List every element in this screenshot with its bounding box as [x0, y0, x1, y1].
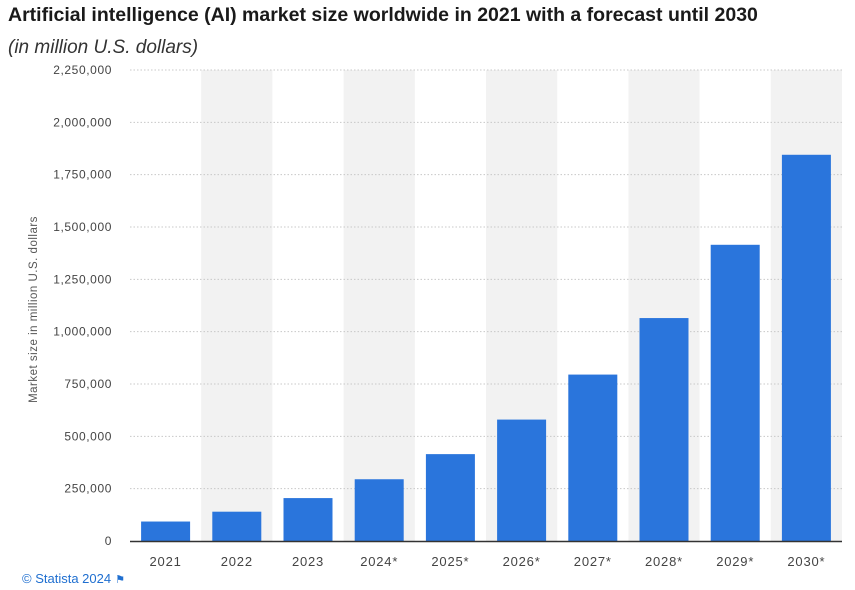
- x-axis-ticks: 2021 2022 2023 2024* 2025* 2026* 2027* 2028* 202…: [150, 554, 825, 569]
- bar-2029*[interactable]: [710, 244, 760, 541]
- x-tick-label: 2027*: [574, 554, 612, 569]
- y-tick-label: 1,750,000: [53, 168, 112, 182]
- y-tick-label: 1,500,000: [53, 220, 112, 234]
- source-text: © Statista 2024: [22, 571, 112, 586]
- y-axis-label: Market size in million U.S. dollars: [28, 216, 40, 403]
- y-tick-label: 750,000: [64, 377, 112, 391]
- x-tick-label: 2025*: [431, 554, 469, 569]
- bar-2028*[interactable]: [639, 318, 689, 541]
- chart-title: Artificial intelligence (AI) market size…: [8, 4, 758, 26]
- x-tick-label: 2022: [221, 554, 253, 569]
- bar-2030*[interactable]: [781, 154, 831, 541]
- bar-2023[interactable]: [283, 498, 333, 541]
- y-tick-label: 1,000,000: [53, 325, 112, 339]
- x-tick-label: 2029*: [716, 554, 754, 569]
- y-tick-label: 1,250,000: [53, 272, 112, 286]
- y-tick-label: 2,250,000: [53, 63, 112, 77]
- y-axis-ticks: 0 250,000 500,000 750,000 1,000,000 1,250,000…: [53, 63, 112, 548]
- bars: [141, 154, 831, 541]
- bar-2025*[interactable]: [425, 454, 475, 541]
- chart-subtitle: (in million U.S. dollars): [8, 37, 199, 58]
- bar-2024*[interactable]: [354, 479, 404, 541]
- bar-2026*[interactable]: [497, 419, 547, 541]
- statista-credit[interactable]: © Statista 2024 ⚑: [22, 571, 125, 586]
- y-tick-label: 250,000: [64, 482, 112, 496]
- x-tick-label: 2024*: [360, 554, 398, 569]
- bar-2021[interactable]: [141, 521, 191, 541]
- flag-icon[interactable]: ⚑: [115, 574, 125, 586]
- y-tick-label: 0: [105, 534, 112, 548]
- bar-2022[interactable]: [212, 511, 262, 541]
- x-tick-label: 2026*: [503, 554, 541, 569]
- y-tick-label: 500,000: [64, 429, 112, 443]
- x-tick-label: 2028*: [645, 554, 683, 569]
- bar-2027*[interactable]: [568, 374, 618, 541]
- stripe-1: [201, 70, 273, 541]
- stripe-3: [343, 70, 415, 541]
- x-tick-label: 2021: [150, 554, 182, 569]
- x-tick-label: 2030*: [787, 554, 825, 569]
- x-tick-label: 2023: [292, 554, 324, 569]
- y-tick-label: 2,000,000: [53, 115, 112, 129]
